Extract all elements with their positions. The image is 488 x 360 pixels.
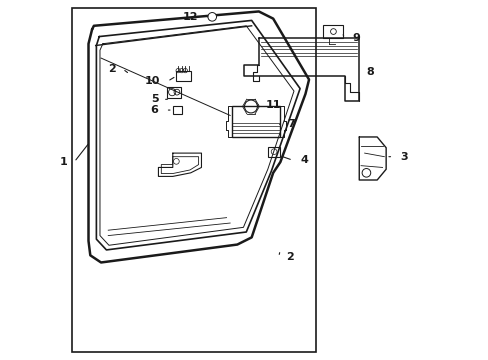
Text: 7: 7 (286, 120, 294, 129)
Text: 3: 3 (400, 152, 407, 162)
Text: 11: 11 (265, 100, 280, 110)
Text: 12: 12 (182, 12, 198, 22)
Bar (172, 107, 182, 114)
Bar (231, 107, 280, 137)
Text: 2: 2 (107, 64, 115, 74)
Text: 9: 9 (351, 33, 359, 43)
Bar (72, 8, 316, 352)
Text: 2: 2 (285, 252, 293, 262)
Text: 10: 10 (144, 76, 160, 86)
Bar (167, 87, 181, 98)
Circle shape (207, 13, 216, 21)
Text: 5: 5 (150, 94, 158, 104)
Text: 4: 4 (300, 155, 307, 165)
Text: 8: 8 (366, 67, 373, 77)
Bar (323, 25, 343, 39)
Bar (267, 147, 280, 157)
Text: 6: 6 (150, 105, 158, 115)
Text: 1: 1 (59, 157, 67, 167)
Bar (176, 71, 190, 81)
